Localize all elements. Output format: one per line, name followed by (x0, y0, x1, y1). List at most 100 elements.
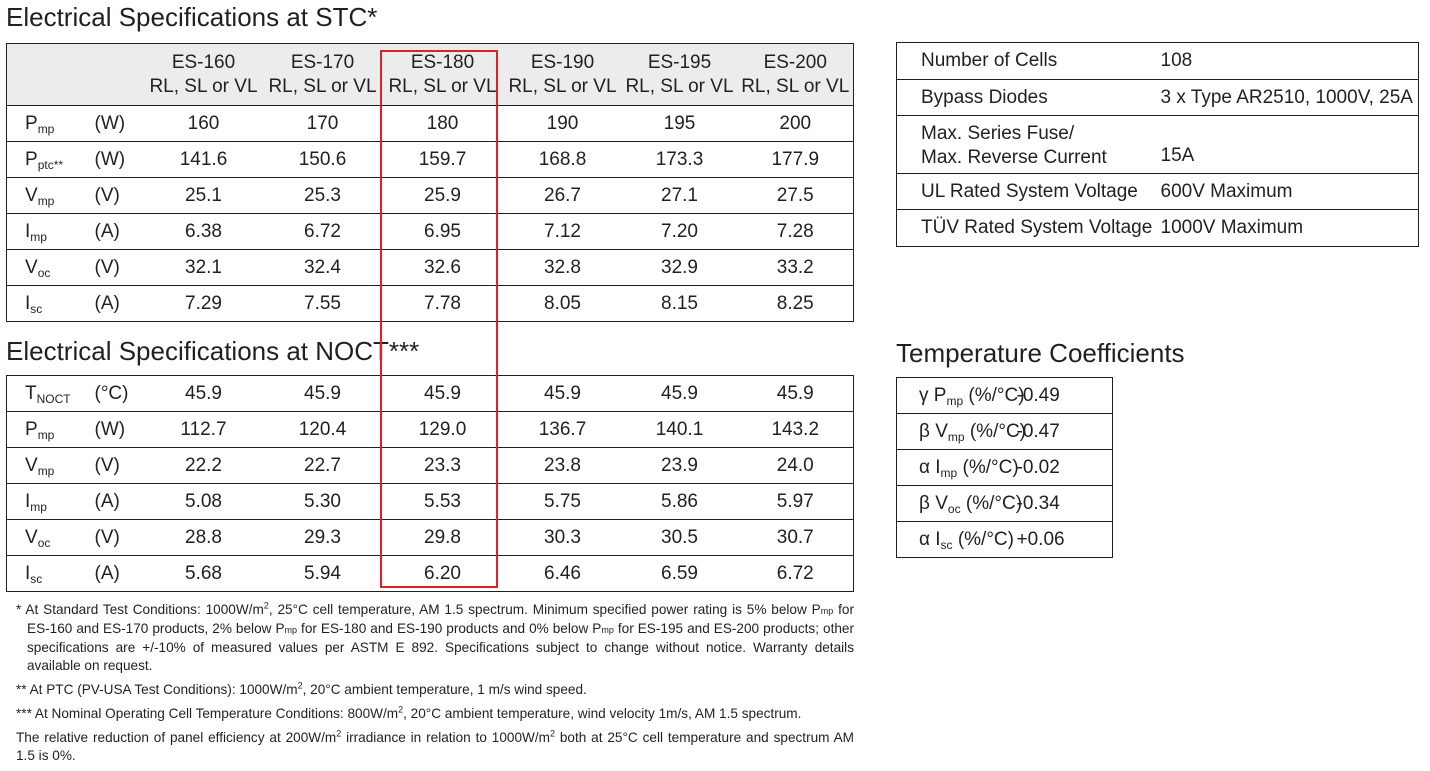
value-cell: 30.7 (737, 519, 854, 556)
value-cell: 23.8 (503, 447, 622, 484)
model-name: ES-180 (410, 51, 475, 73)
value-cell: 5.94 (304, 562, 341, 584)
parameter-unit: (°C) (90, 375, 144, 412)
value-cell: 177.9 (737, 141, 854, 178)
spec-row: Pmp (W) 160 170 180 190 195 200 (6, 105, 854, 142)
model-name: ES-190 (530, 51, 595, 73)
spec-row: TNOCT (°C) 45.9 45.9 45.9 45.9 45.9 45.9 (6, 375, 854, 412)
info-row: Number of Cells 108 (896, 42, 1419, 80)
value-cell: 32.1 (143, 249, 264, 286)
footnotes: * At Standard Test Conditions: 1000W/m2,… (16, 601, 854, 771)
noct-body: TNOCT (°C) 45.9 45.9 45.9 45.9 45.9 45.9 Pmp (W) 1… (6, 375, 854, 592)
stc-body: Pmp (W) 160 170 180 190 195 200 Pptc** (W) 141.6 15… (6, 105, 854, 322)
temp-coefficients-table: γ Pmp (%/°C) -0.49 β Vmp (%/°C) -0.47 α Imp … (896, 377, 1113, 558)
value-cell: 5.97 (737, 483, 854, 520)
parameter-unit: (A) (94, 292, 120, 314)
column-header: ES-190 RL, SL or VL (503, 43, 622, 106)
info-value: 15A (1160, 115, 1419, 174)
value-cell: 140.1 (621, 411, 738, 448)
value-cell: 22.2 (143, 447, 264, 484)
value-cell: 45.9 (621, 375, 738, 412)
value-cell: 29.8 (381, 519, 504, 556)
module-info-table: Number of Cells 108 Bypass Diodes 3 x Ty… (896, 42, 1419, 247)
value-cell: 8.05 (544, 292, 581, 314)
value-cell: 7.28 (737, 213, 854, 250)
footnote-noct: *** At Nominal Operating Cell Temperatur… (16, 704, 802, 721)
stc-title: Electrical Specifications at STC* (6, 2, 378, 32)
info-row: Max. Series Fuse/Max. Reverse Current 15… (896, 115, 1419, 174)
parameter-symbol: Imp (6, 213, 91, 250)
temp-row: γ Pmp (%/°C) -0.49 (896, 377, 1113, 414)
spec-row: Isc (A) 7.29 7.55 7.78 8.05 8.15 8.25 (7, 286, 854, 322)
model-name: ES-170 (290, 51, 355, 73)
parameter-unit: (V) (90, 177, 144, 214)
spec-row: Imp (A) 5.08 5.30 5.53 5.75 5.86 5.97 (6, 483, 854, 520)
parameter-unit: (V) (90, 447, 144, 484)
column-header: ES-170 RL, SL or VL (263, 43, 382, 106)
parameter-symbol: Vmp (6, 447, 91, 484)
value-cell: 159.7 (381, 141, 504, 178)
temp-parameter: γ Pmp (%/°C) (896, 377, 1025, 414)
value-cell: 27.1 (621, 177, 738, 214)
info-value: 1000V Maximum (1160, 217, 1304, 238)
parameter-symbol: Voc (6, 249, 91, 286)
info-row: TÜV Rated System Voltage 1000V Maximum (897, 210, 1419, 247)
value-cell: 129.0 (381, 411, 504, 448)
value-cell: 195 (621, 105, 738, 142)
value-cell: 24.0 (737, 447, 854, 484)
parameter-unit: (A) (94, 562, 120, 584)
value-cell: 23.3 (381, 447, 504, 484)
spec-row: Isc (A) 5.68 5.94 6.20 6.46 6.59 6.72 (7, 556, 854, 592)
value-cell: 6.20 (424, 562, 461, 584)
value-cell: 6.46 (544, 562, 581, 584)
temp-value: +0.06 (1016, 528, 1065, 550)
es-180-highlight-box (380, 50, 498, 588)
info-label: Number of Cells (896, 42, 1161, 80)
value-cell: 23.9 (621, 447, 738, 484)
value-cell: 5.75 (503, 483, 622, 520)
header-blank (90, 43, 144, 106)
parameter-symbol: Pmp (6, 105, 91, 142)
model-variants: RL, SL or VL (268, 75, 377, 97)
value-cell: 170 (263, 105, 382, 142)
column-header: ES-160 RL, SL or VL (143, 43, 264, 106)
temp-parameter: α Isc (%/°C) (919, 528, 1014, 552)
spec-row: Vmp (V) 22.2 22.7 23.3 23.8 23.9 24.0 (6, 447, 854, 484)
noct-title: Electrical Specifications at NOCT*** (6, 336, 420, 366)
value-cell: 180 (381, 105, 504, 142)
temp-parameter: β Voc (%/°C) (896, 485, 1022, 522)
info-label: Max. Series Fuse/Max. Reverse Current (896, 115, 1161, 174)
value-cell: 190 (503, 105, 622, 142)
value-cell: 32.6 (381, 249, 504, 286)
temp-row: β Vmp (%/°C) -0.47 (896, 413, 1113, 450)
value-cell: 26.7 (503, 177, 622, 214)
value-cell: 136.7 (503, 411, 622, 448)
value-cell: 150.6 (263, 141, 382, 178)
value-cell: 45.9 (737, 375, 854, 412)
temp-value: -0.49 (1016, 377, 1113, 414)
info-value: 108 (1160, 42, 1419, 80)
info-value: 3 x Type AR2510, 1000V, 25A (1160, 79, 1419, 116)
stc-table: ES-160 RL, SL or VL ES-170 RL, SL or VL ES… (6, 43, 854, 322)
spec-row: Pmp (W) 112.7 120.4 129.0 136.7 140.1 143.2 (6, 411, 854, 448)
parameter-symbol: Pmp (6, 411, 91, 448)
info-label: Bypass Diodes (896, 79, 1161, 116)
value-cell: 5.68 (185, 562, 222, 584)
parameter-symbol: Voc (6, 519, 91, 556)
noct-table: TNOCT (°C) 45.9 45.9 45.9 45.9 45.9 45.9 Pmp (W) 1… (6, 375, 854, 592)
value-cell: 27.5 (737, 177, 854, 214)
model-name: ES-160 (171, 51, 236, 73)
stc-header-row: ES-160 RL, SL or VL ES-170 RL, SL or VL ES… (6, 43, 854, 106)
value-cell: 7.20 (621, 213, 738, 250)
value-cell: 141.6 (143, 141, 264, 178)
parameter-unit: (V) (90, 519, 144, 556)
temp-body: γ Pmp (%/°C) -0.49 β Vmp (%/°C) -0.47 α Imp … (896, 377, 1113, 558)
info-row: Bypass Diodes 3 x Type AR2510, 1000V, 25… (896, 79, 1419, 116)
parameter-unit: (A) (90, 483, 144, 520)
parameter-symbol: TNOCT (6, 375, 91, 412)
footnote-ptc: ** At PTC (PV-USA Test Conditions): 1000… (16, 680, 587, 697)
value-cell: 32.8 (503, 249, 622, 286)
header-blank (6, 43, 91, 106)
value-cell: 143.2 (737, 411, 854, 448)
value-cell: 200 (737, 105, 854, 142)
